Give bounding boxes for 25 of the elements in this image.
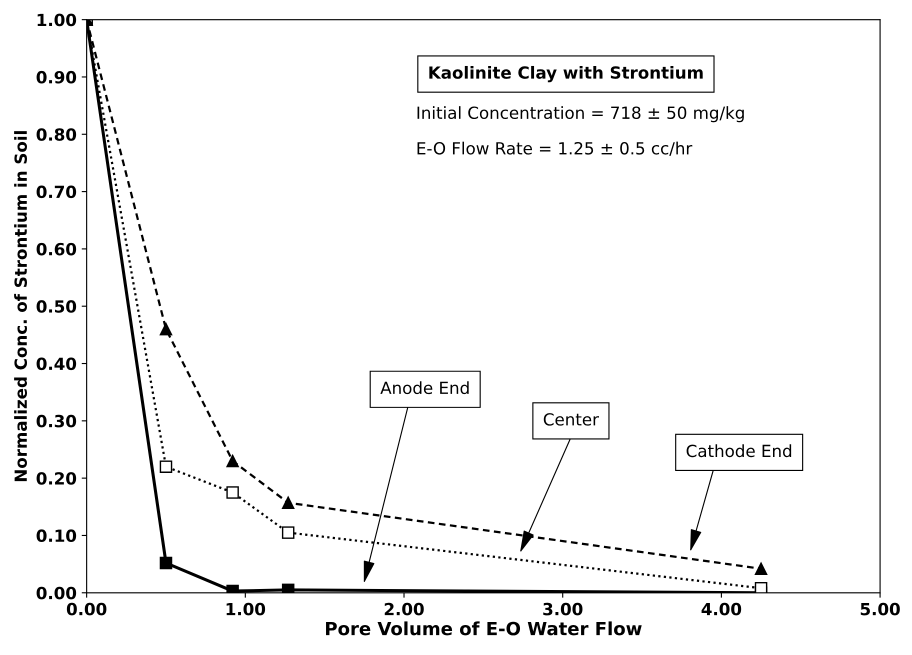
- x-tick-label: 0.00: [66, 602, 106, 616]
- x-axis-title: Pore Volume of E-O Water Flow: [326, 621, 642, 636]
- y-tick-label: 0.80: [36, 128, 76, 141]
- y-tick-label: 0.90: [36, 70, 76, 84]
- x-tick-label: 2.00: [384, 602, 424, 616]
- x-tick-label: 1.00: [226, 602, 266, 616]
- text: Cathode End: [686, 444, 792, 458]
- x-tick-label: 4.00: [702, 602, 742, 616]
- annotation: Initial Concentration = 718 ± 50 mg/kg: [418, 106, 744, 122]
- y-tick-label: 0.30: [36, 414, 76, 428]
- y-tick-label: 0.00: [36, 586, 76, 600]
- y-tick-label: 0.50: [36, 300, 76, 313]
- x-tick-label: 3.00: [543, 602, 582, 616]
- text: Center: [544, 413, 599, 426]
- text: Kaolinite Clay with Strontium: [429, 66, 703, 82]
- y-tick-label: 0.70: [36, 186, 76, 198]
- annotation: E-O Flow Rate = 1.25 ± 0.5 cc/hr: [418, 142, 692, 156]
- y-tick-label: 0.10: [36, 529, 76, 542]
- x-tick-label: 5.00: [860, 602, 900, 616]
- y-tick-label: 1.00: [38, 14, 76, 26]
- y-axis-title: Normalized Conc. of Strontium in Soil: [14, 131, 28, 482]
- y-tick-label: 0.40: [36, 357, 76, 370]
- y-tick-label: 0.60: [36, 242, 76, 256]
- text: Anode End: [380, 381, 469, 394]
- y-tick-label: 0.20: [36, 472, 76, 485]
